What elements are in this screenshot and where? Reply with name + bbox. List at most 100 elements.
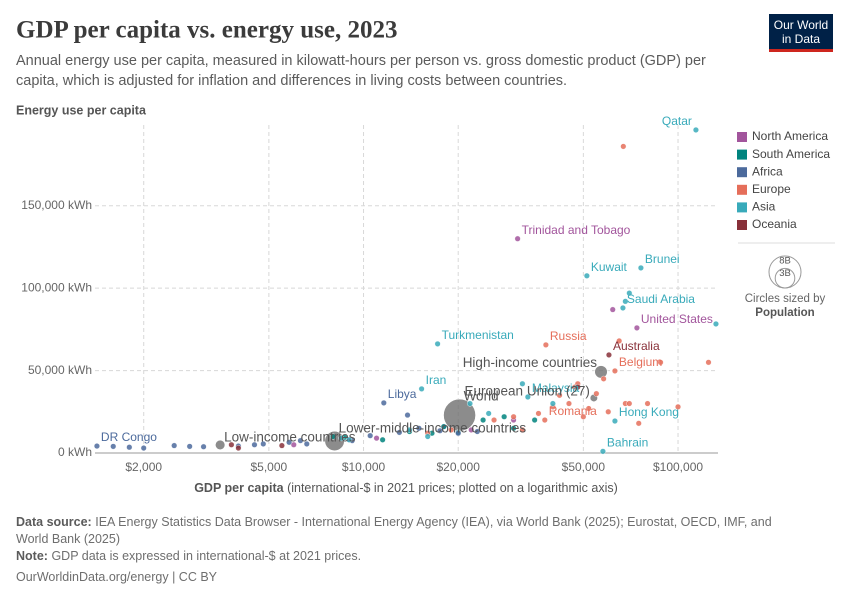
y-tick-label: 50,000 kWh: [28, 363, 92, 377]
point-label: Romania: [549, 404, 597, 418]
point-label: World: [464, 389, 499, 404]
footer-source-label: Data source:: [16, 515, 92, 529]
point-label: Australia: [613, 339, 660, 353]
point: [278, 442, 285, 449]
point: [501, 413, 508, 420]
point: [200, 443, 207, 450]
point-label: Brunei: [645, 252, 680, 266]
x-axis-title: GDP per capita (international-$ in 2021 …: [194, 481, 618, 495]
point: [418, 385, 425, 392]
logo-text: in Data: [782, 32, 820, 46]
point-label: Iran: [426, 373, 447, 387]
point: [611, 367, 618, 374]
x-tick-label: $2,000: [125, 460, 162, 474]
point-label: Malaysia: [532, 381, 580, 395]
logo-text: Our World: [774, 18, 828, 32]
point-label: Lower-middle-income countries: [339, 421, 527, 436]
point: [644, 400, 651, 407]
point: [609, 306, 616, 313]
legend-swatch: [737, 202, 747, 213]
point: [542, 341, 549, 348]
size-legend-title: Circles sized by: [745, 293, 826, 305]
point: [297, 437, 304, 444]
legend-swatch: [737, 132, 747, 142]
point: [600, 375, 607, 382]
point: [468, 426, 475, 433]
point: [228, 441, 235, 448]
size-legend-label: 3B: [779, 268, 791, 279]
legend-label: Asia: [752, 200, 776, 214]
point: [675, 403, 682, 410]
point: [599, 448, 606, 455]
y-tick-label: 0 kWh: [58, 445, 92, 459]
point: [692, 126, 699, 133]
legend-label: Africa: [752, 164, 783, 178]
footer-source-text: IEA Energy Statistics Data Browser - Int…: [16, 515, 772, 546]
point: [531, 417, 538, 424]
point: [574, 384, 581, 391]
point: [510, 413, 517, 420]
point: [485, 410, 492, 417]
point: [605, 351, 612, 358]
legend-label: South America: [752, 147, 830, 161]
point: [593, 390, 600, 397]
logo-box: [769, 14, 833, 52]
x-axis-title-main: GDP per capita: [194, 481, 284, 495]
point: [373, 435, 380, 442]
x-axis-title-note: (international-$ in 2021 prices; plotted…: [287, 481, 618, 495]
point: [626, 400, 633, 407]
point: [585, 405, 592, 412]
y-tick-label: 150,000 kWh: [21, 198, 92, 212]
point: [140, 445, 147, 452]
point-label: Kuwait: [591, 260, 628, 274]
y-tick-label: 100,000 kWh: [21, 280, 92, 294]
point-label: Russia: [550, 329, 587, 343]
chart-title: GDP per capita vs. energy use, 2023: [16, 17, 397, 44]
footer-note: Note: GDP data is expressed in internati…: [16, 548, 806, 565]
legend-label: Europe: [752, 182, 791, 196]
point: [126, 444, 133, 451]
point: [424, 433, 431, 440]
point: [620, 143, 627, 150]
point-label: European Union (27): [465, 384, 590, 399]
point: [415, 425, 422, 432]
point: [611, 418, 618, 425]
point: [286, 439, 293, 446]
point: [635, 420, 642, 427]
point: [556, 392, 563, 399]
point-label: Saudi Arabia: [627, 292, 695, 306]
point-label: United States: [641, 312, 713, 326]
point-label: DR Congo: [101, 430, 157, 444]
point: [260, 440, 267, 447]
legend-swatch: [737, 167, 747, 178]
subtitle: Annual energy use per capita, measured i…: [16, 53, 706, 89]
point: [712, 320, 719, 327]
point: [455, 430, 462, 437]
point: [367, 432, 374, 439]
point: [514, 235, 521, 242]
x-tick-label: $20,000: [437, 460, 481, 474]
footer-url: OurWorldinData.org/energy | CC BY: [16, 570, 218, 584]
point-label: Turkmenistan: [442, 328, 514, 342]
legend-label: Oceania: [752, 217, 797, 231]
point-label: Libya: [388, 387, 417, 401]
y-axis-title: Energy use per capita: [16, 103, 147, 117]
point: [705, 359, 712, 366]
size-legend-label: 8B: [779, 256, 791, 267]
point: [251, 441, 258, 448]
point: [622, 298, 629, 305]
footer-note-text: GDP data is expressed in international-$…: [51, 549, 362, 563]
legend-swatch: [737, 220, 747, 230]
point: [235, 445, 242, 452]
point: [290, 441, 297, 448]
size-legend-circle: [774, 267, 796, 289]
size-legend-variable: Population: [755, 307, 814, 319]
point: [510, 425, 517, 432]
point-label: Low-income countries: [224, 430, 356, 445]
x-tick-label: $50,000: [562, 460, 606, 474]
point: [186, 443, 193, 450]
point: [549, 400, 556, 407]
point: [491, 417, 498, 424]
point: [171, 442, 178, 449]
